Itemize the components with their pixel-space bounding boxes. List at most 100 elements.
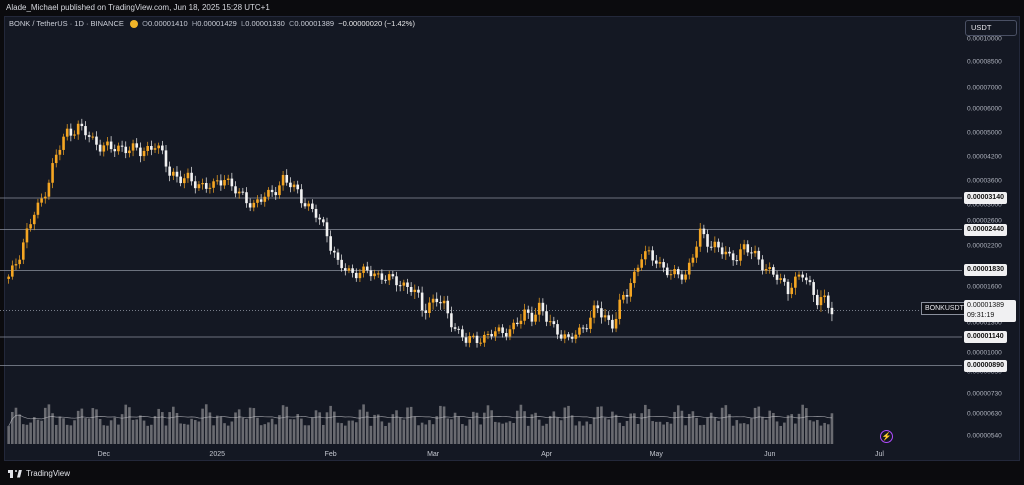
candle-body <box>54 154 58 164</box>
candle-body <box>526 309 530 313</box>
volume-bar <box>278 415 281 444</box>
candle-body <box>14 264 18 266</box>
candle-body <box>431 298 435 303</box>
candle-body <box>801 274 804 278</box>
candle-body <box>91 136 95 138</box>
candle-body <box>698 228 702 247</box>
volume-bar <box>607 419 611 444</box>
candle-body <box>494 331 497 337</box>
volume-bar <box>289 419 292 444</box>
y-tick-label: 0.00007000 <box>967 85 1002 92</box>
candle-body <box>812 282 815 295</box>
high-value: 0.00001429 <box>197 19 237 28</box>
candle-body <box>391 274 395 277</box>
candle-body <box>289 182 292 188</box>
volume-bar <box>62 418 65 444</box>
volume-bar <box>201 408 204 444</box>
volume-bar <box>98 419 102 444</box>
candle-body <box>347 268 351 271</box>
volume-bar <box>252 408 256 444</box>
volume-bar <box>124 404 128 444</box>
volume-bar <box>713 417 717 444</box>
candle-body <box>545 311 548 322</box>
candle-body <box>731 253 735 261</box>
candle-body <box>680 274 684 280</box>
candle-body <box>135 143 139 148</box>
volume-bar <box>600 406 603 444</box>
candle-body <box>819 297 823 306</box>
volume-bar <box>453 412 457 444</box>
currency-button[interactable]: USDT <box>965 20 1017 36</box>
volume-bar <box>424 424 428 444</box>
candle-body <box>490 333 493 337</box>
volume-bar <box>146 425 150 444</box>
candle-body <box>204 182 208 189</box>
volume-bar <box>567 405 570 444</box>
volume-bar <box>559 420 563 444</box>
volume-bar <box>219 416 223 444</box>
volume-bar <box>574 425 578 444</box>
lightning-icon[interactable]: ⚡ <box>880 430 893 443</box>
volume-bar <box>548 415 552 444</box>
candle-body <box>120 145 124 147</box>
volume-bar <box>490 410 493 444</box>
volume-bar <box>552 411 556 444</box>
volume-bar <box>526 425 530 444</box>
volume-bar <box>823 422 826 444</box>
close-value: 0.00001389 <box>294 19 335 28</box>
candle-body <box>168 166 171 176</box>
candle-body <box>373 273 376 277</box>
candle-body <box>486 333 490 335</box>
open-label: O <box>142 19 149 28</box>
candle-body <box>684 274 687 280</box>
volume-bar <box>142 420 146 444</box>
candle-body <box>402 282 406 286</box>
candle-body <box>109 141 113 150</box>
y-tick-label: 0.00000730 <box>967 391 1002 398</box>
volume-bar <box>365 411 369 444</box>
candle-body <box>62 136 65 150</box>
volume-bar <box>102 425 106 444</box>
candle-body <box>175 171 179 177</box>
volume-bar <box>815 420 819 444</box>
volume-bar <box>36 419 40 444</box>
candle-body <box>515 322 519 325</box>
volume-bar <box>11 411 14 444</box>
candle-body <box>446 300 450 314</box>
candle-body <box>534 314 537 322</box>
candle-body <box>80 123 84 127</box>
candle-body <box>32 214 36 225</box>
volume-bar <box>439 405 442 444</box>
candle-body <box>369 270 373 277</box>
candle-body <box>750 252 753 254</box>
candle-body <box>790 287 793 295</box>
candle-body <box>241 191 245 193</box>
candle-body <box>131 143 135 151</box>
volume-bar <box>245 419 248 444</box>
candle-body <box>336 252 340 260</box>
candle-body <box>146 145 150 151</box>
x-tick-label: Apr <box>541 451 553 458</box>
volume-bar <box>570 415 574 444</box>
volume-bar <box>830 413 834 444</box>
volume-bar <box>398 417 402 444</box>
volume-bar <box>805 408 808 444</box>
tradingview-logo[interactable]: TradingView <box>8 469 70 478</box>
volume-bar <box>618 422 622 444</box>
volume-bar <box>237 409 241 444</box>
y-tick-label: 0.00000850 <box>967 369 1002 376</box>
volume-bar <box>519 404 523 444</box>
candle-body <box>585 328 589 330</box>
symbol-name: BONK / TetherUS · 1D · BINANCE <box>9 19 124 28</box>
volume-bar <box>614 414 618 444</box>
candle-body <box>695 246 698 258</box>
volume-bar <box>285 406 289 444</box>
candle-body <box>358 272 362 279</box>
candle-body <box>11 265 14 277</box>
candle-body <box>508 329 512 337</box>
candle-body <box>113 149 117 152</box>
volume-bar <box>322 424 325 444</box>
chart-panel[interactable] <box>4 16 1020 461</box>
volume-bar <box>592 417 596 444</box>
